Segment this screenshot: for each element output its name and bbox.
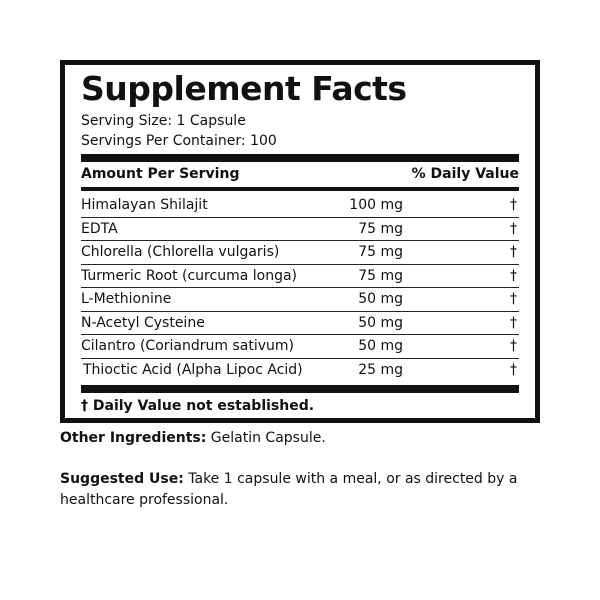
table-row: Thioctic Acid (Alpha Lipoc Acid) 25 mg †: [81, 359, 519, 382]
ingredient-amount: 50 mg: [358, 291, 403, 307]
amount-header: Amount Per Serving: [81, 166, 240, 182]
table-row: Himalayan Shilajit 100 mg †: [81, 194, 519, 218]
serving-size: Serving Size: 1 Capsule: [81, 113, 246, 129]
other-ingredients: Other Ingredients: Gelatin Capsule.: [60, 428, 550, 449]
ingredient-amount: 75 mg: [358, 220, 403, 237]
table-row: N-Acetyl Cysteine 50 mg †: [81, 312, 519, 335]
daily-value: †: [510, 244, 517, 260]
other-ingredients-text: Gelatin Capsule.: [206, 430, 326, 446]
daily-value: †: [510, 291, 517, 307]
ingredient-name: Chlorella (Chlorella vulgaris): [81, 244, 280, 260]
ingredient-table: Himalayan Shilajit 100 mg † EDTA 75 mg † Chl…: [81, 194, 519, 381]
table-row: Turmeric Root (curcuma longa) 75 mg †: [81, 265, 519, 288]
ingredient-amount: 50 mg: [358, 338, 403, 354]
table-row: L-Methionine 50 mg †: [81, 288, 519, 312]
medium-divider: [81, 187, 519, 191]
suggested-use: Suggested Use: Take 1 capsule with a mea…: [60, 469, 550, 511]
footnote: † Daily Value not established.: [81, 398, 315, 414]
daily-value-header: % Daily Value: [411, 166, 519, 182]
supplement-facts-panel: Supplement Facts Serving Size: 1 Capsule…: [60, 60, 540, 423]
ingredient-amount: 25 mg: [358, 361, 403, 378]
ingredient-amount: 50 mg: [358, 314, 403, 331]
daily-value: †: [510, 197, 517, 213]
table-row: Cilantro (Coriandrum sativum) 50 mg †: [81, 335, 519, 359]
thick-divider: [81, 385, 519, 393]
suggested-use-label: Suggested Use:: [60, 471, 184, 487]
ingredient-name: Cilantro (Coriandrum sativum): [81, 338, 294, 354]
table-row: Chlorella (Chlorella vulgaris) 75 mg †: [81, 241, 519, 265]
ingredient-name: Himalayan Shilajit: [81, 197, 208, 213]
ingredient-name: EDTA: [81, 220, 118, 237]
other-ingredients-label: Other Ingredients:: [60, 430, 207, 446]
thick-divider: [81, 154, 519, 162]
servings-per-container: Servings Per Container: 100: [81, 133, 277, 149]
ingredient-amount: 100 mg: [349, 197, 403, 213]
panel-title: Supplement Facts: [81, 69, 407, 108]
ingredient-amount: 75 mg: [358, 244, 403, 260]
table-row: EDTA 75 mg †: [81, 218, 519, 241]
ingredient-name: Thioctic Acid (Alpha Lipoc Acid): [83, 361, 303, 378]
daily-value: †: [510, 314, 517, 331]
ingredient-name: L-Methionine: [81, 291, 172, 307]
ingredient-amount: 75 mg: [358, 267, 403, 284]
column-header: Amount Per Serving % Daily Value: [81, 166, 519, 188]
daily-value: †: [510, 220, 517, 237]
daily-value: †: [510, 338, 517, 354]
ingredient-name: N-Acetyl Cysteine: [81, 314, 205, 331]
suggested-use-text: Take 1 capsule with a meal, or as direct…: [60, 471, 518, 508]
daily-value: †: [510, 267, 517, 284]
daily-value: †: [510, 361, 517, 378]
ingredient-name: Turmeric Root (curcuma longa): [81, 267, 297, 284]
